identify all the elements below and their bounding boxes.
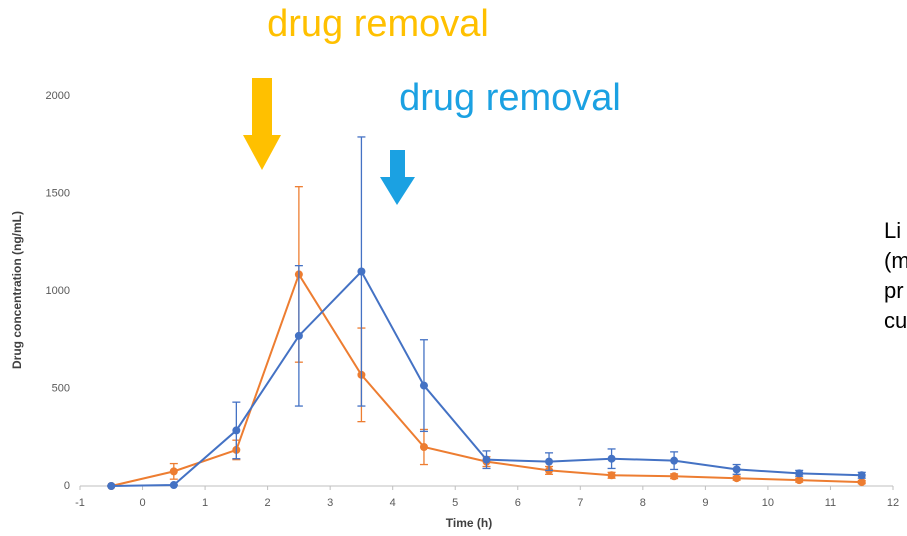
- x-tick-label: 8: [640, 497, 646, 509]
- x-tick-label: 4: [390, 497, 396, 509]
- y-tick-label: 1000: [46, 285, 70, 297]
- marker: [357, 267, 366, 276]
- marker: [545, 457, 554, 466]
- x-tick-label: 7: [577, 497, 583, 509]
- marker: [857, 478, 866, 487]
- marker: [232, 426, 241, 435]
- side-note: cu: [884, 308, 907, 333]
- x-tick-label: 0: [139, 497, 145, 509]
- marker: [607, 471, 616, 480]
- marker: [294, 331, 303, 340]
- marker: [732, 474, 741, 483]
- marker: [107, 482, 116, 490]
- x-tick-label: 1: [202, 497, 208, 509]
- marker: [795, 469, 804, 478]
- x-tick-label: 3: [327, 497, 333, 509]
- side-note: Li: [884, 218, 901, 243]
- side-note: (m: [884, 248, 907, 273]
- x-tick-label: 5: [452, 497, 458, 509]
- marker: [670, 472, 679, 481]
- y-axis-label: Drug concentration (ng/mL): [10, 211, 24, 369]
- marker: [482, 455, 491, 464]
- marker: [607, 454, 616, 463]
- marker: [169, 467, 178, 476]
- x-tick-label: 11: [825, 497, 836, 509]
- marker: [857, 471, 866, 480]
- y-tick-label: 0: [64, 480, 70, 492]
- annotation: drug removal: [399, 77, 621, 119]
- marker: [419, 443, 428, 451]
- annotation: drug removal: [267, 3, 489, 45]
- x-tick-label: -1: [75, 497, 85, 509]
- marker: [670, 456, 679, 465]
- side-note: pr: [884, 278, 904, 303]
- marker: [795, 476, 804, 485]
- arrow-shaft: [252, 78, 272, 136]
- arrow-head: [380, 177, 415, 205]
- y-tick-label: 2000: [46, 90, 70, 102]
- arrow-shaft: [390, 150, 405, 178]
- x-tick-label: 9: [702, 497, 708, 509]
- x-tick-label: 12: [887, 497, 899, 509]
- x-axis-label: Time (h): [446, 516, 492, 530]
- marker: [732, 465, 741, 474]
- y-tick-label: 500: [52, 382, 70, 394]
- marker: [169, 481, 178, 490]
- x-tick-label: 6: [515, 497, 521, 509]
- arrow-head: [243, 135, 281, 170]
- marker: [419, 381, 428, 390]
- x-tick-label: 2: [265, 497, 271, 509]
- y-tick-label: 1500: [46, 187, 70, 199]
- x-tick-label: 10: [762, 497, 774, 509]
